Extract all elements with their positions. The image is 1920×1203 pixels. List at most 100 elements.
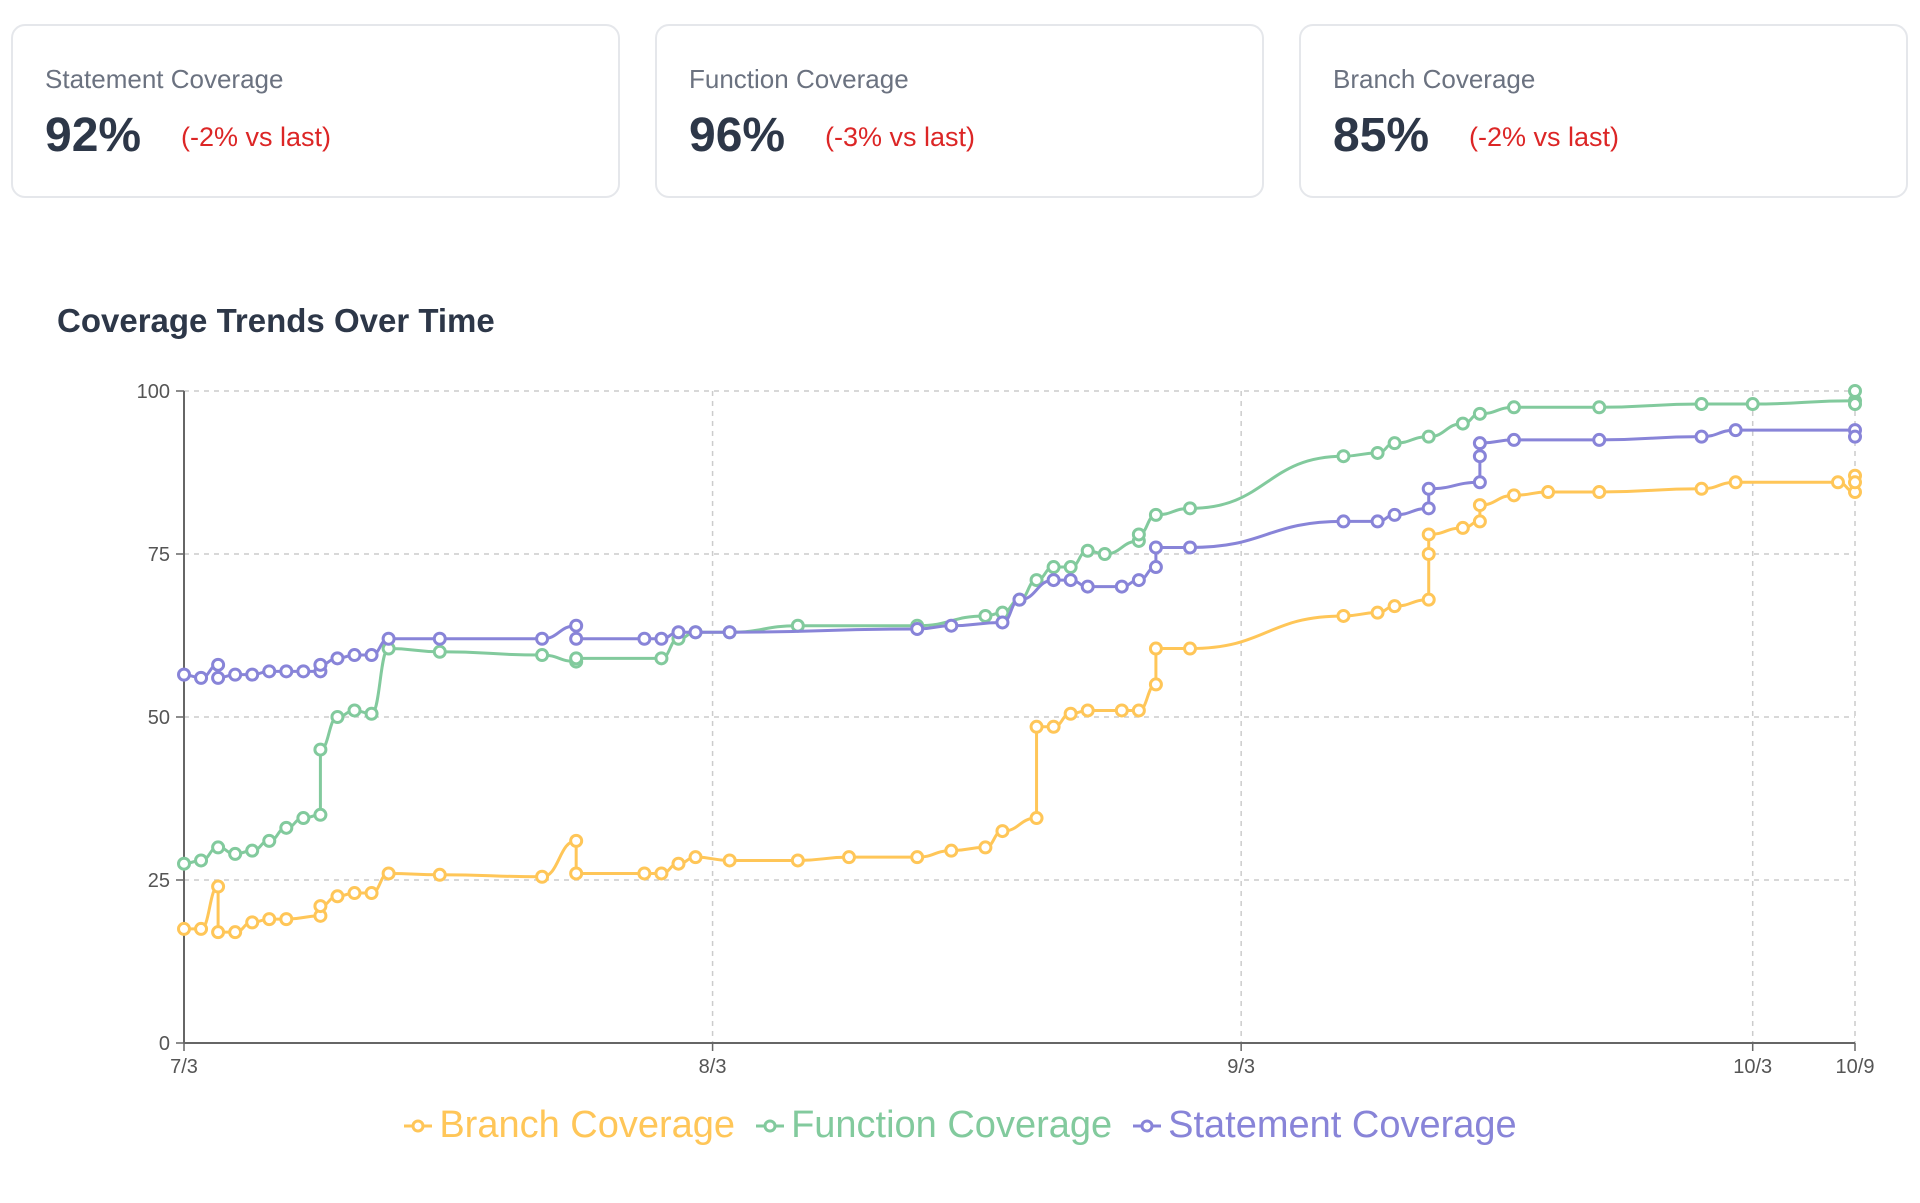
legend-line-icon bbox=[756, 1119, 785, 1132]
data-point bbox=[654, 651, 669, 666]
data-point bbox=[910, 850, 925, 865]
card-label: Function Coverage bbox=[689, 64, 909, 94]
x-tick-label: 10/3 bbox=[1733, 1056, 1772, 1078]
legend-line-icon bbox=[1133, 1119, 1162, 1132]
data-point bbox=[1336, 608, 1351, 623]
data-point bbox=[330, 889, 345, 904]
y-tick-label: 75 bbox=[148, 544, 170, 566]
data-point bbox=[211, 670, 226, 685]
data-point bbox=[1472, 475, 1487, 490]
chart-legend: Branch Coverage Function Coverage Statem… bbox=[0, 1104, 1920, 1147]
function-coverage-card: Function Coverage 96% (-3% vs last) bbox=[655, 24, 1264, 198]
branch-coverage-card: Branch Coverage 85% (-2% vs last) bbox=[1299, 24, 1908, 198]
data-point bbox=[1506, 400, 1521, 415]
data-point bbox=[1029, 811, 1044, 826]
data-point bbox=[1046, 560, 1061, 575]
data-point bbox=[228, 846, 243, 861]
data-point bbox=[1114, 703, 1129, 718]
data-point bbox=[1472, 498, 1487, 513]
data-point bbox=[211, 657, 226, 672]
data-point bbox=[177, 667, 191, 682]
data-point bbox=[432, 631, 447, 646]
data-point bbox=[1080, 703, 1095, 718]
card-delta: (-2% vs last) bbox=[1469, 122, 1620, 152]
data-point bbox=[569, 866, 584, 881]
data-point bbox=[364, 706, 379, 721]
data-point bbox=[637, 631, 652, 646]
data-point bbox=[1148, 507, 1163, 522]
data-point bbox=[211, 879, 226, 894]
data-point bbox=[1114, 579, 1129, 594]
data-point bbox=[1728, 423, 1743, 438]
data-point bbox=[296, 811, 311, 826]
data-point bbox=[1148, 677, 1163, 692]
data-point bbox=[1080, 543, 1095, 558]
card-value: 92% bbox=[45, 109, 142, 162]
series-line-1 bbox=[183, 390, 1857, 866]
data-point bbox=[569, 618, 584, 633]
card-value: 96% bbox=[689, 109, 786, 162]
data-point bbox=[296, 664, 311, 679]
legend-item-function[interactable]: Function Coverage bbox=[755, 1104, 1112, 1147]
data-point bbox=[995, 615, 1010, 630]
data-point bbox=[569, 651, 584, 666]
data-point bbox=[1131, 527, 1146, 542]
data-point bbox=[1183, 641, 1198, 656]
data-point bbox=[432, 867, 447, 882]
data-point bbox=[1370, 445, 1385, 460]
y-tick-label: 25 bbox=[148, 870, 170, 892]
data-point bbox=[1370, 605, 1385, 620]
data-point bbox=[790, 853, 805, 868]
data-point bbox=[1592, 485, 1607, 500]
data-point bbox=[1541, 485, 1556, 500]
data-point bbox=[1063, 706, 1078, 721]
data-point bbox=[1421, 547, 1436, 561]
legend-item-statement[interactable]: Statement Coverage bbox=[1132, 1104, 1517, 1147]
card-delta: (-3% vs last) bbox=[825, 122, 976, 152]
data-point bbox=[688, 850, 703, 865]
data-point bbox=[671, 856, 686, 871]
data-point bbox=[1455, 520, 1470, 535]
data-point bbox=[381, 866, 396, 881]
legend-item-branch[interactable]: Branch Coverage bbox=[403, 1104, 735, 1147]
data-point bbox=[211, 925, 226, 940]
data-point bbox=[1592, 400, 1607, 415]
data-point bbox=[279, 820, 294, 835]
y-tick-label: 50 bbox=[148, 707, 170, 729]
card-label: Statement Coverage bbox=[45, 64, 284, 94]
data-point bbox=[194, 853, 209, 868]
data-point bbox=[1183, 540, 1198, 555]
data-point bbox=[262, 664, 277, 679]
data-point bbox=[194, 670, 209, 685]
data-point bbox=[1387, 507, 1402, 522]
data-point bbox=[1148, 560, 1163, 575]
data-point bbox=[381, 631, 396, 646]
data-point bbox=[1848, 429, 1862, 444]
data-point bbox=[1046, 573, 1061, 588]
data-point bbox=[910, 621, 925, 636]
data-point bbox=[194, 921, 209, 936]
data-point bbox=[177, 921, 191, 936]
data-point bbox=[347, 886, 362, 901]
x-tick-label: 10/9 bbox=[1836, 1056, 1875, 1078]
x-tick-label: 8/3 bbox=[699, 1056, 727, 1078]
data-point bbox=[1370, 514, 1385, 529]
data-point bbox=[262, 833, 277, 848]
series-line-0 bbox=[184, 475, 1857, 934]
card-delta: (-2% vs last) bbox=[181, 122, 332, 152]
data-point bbox=[1694, 429, 1709, 444]
data-point bbox=[313, 657, 328, 672]
data-point bbox=[1728, 475, 1743, 490]
data-point bbox=[262, 912, 277, 927]
data-point bbox=[1080, 579, 1095, 594]
data-point bbox=[1131, 573, 1146, 588]
data-point bbox=[1046, 719, 1061, 734]
data-point bbox=[1848, 397, 1862, 412]
data-point bbox=[535, 869, 550, 884]
legend-label: Branch Coverage bbox=[439, 1104, 736, 1146]
data-point bbox=[1387, 599, 1402, 614]
data-point bbox=[1063, 560, 1078, 575]
data-point bbox=[1148, 641, 1163, 656]
data-point bbox=[944, 843, 959, 858]
data-point bbox=[245, 667, 260, 682]
